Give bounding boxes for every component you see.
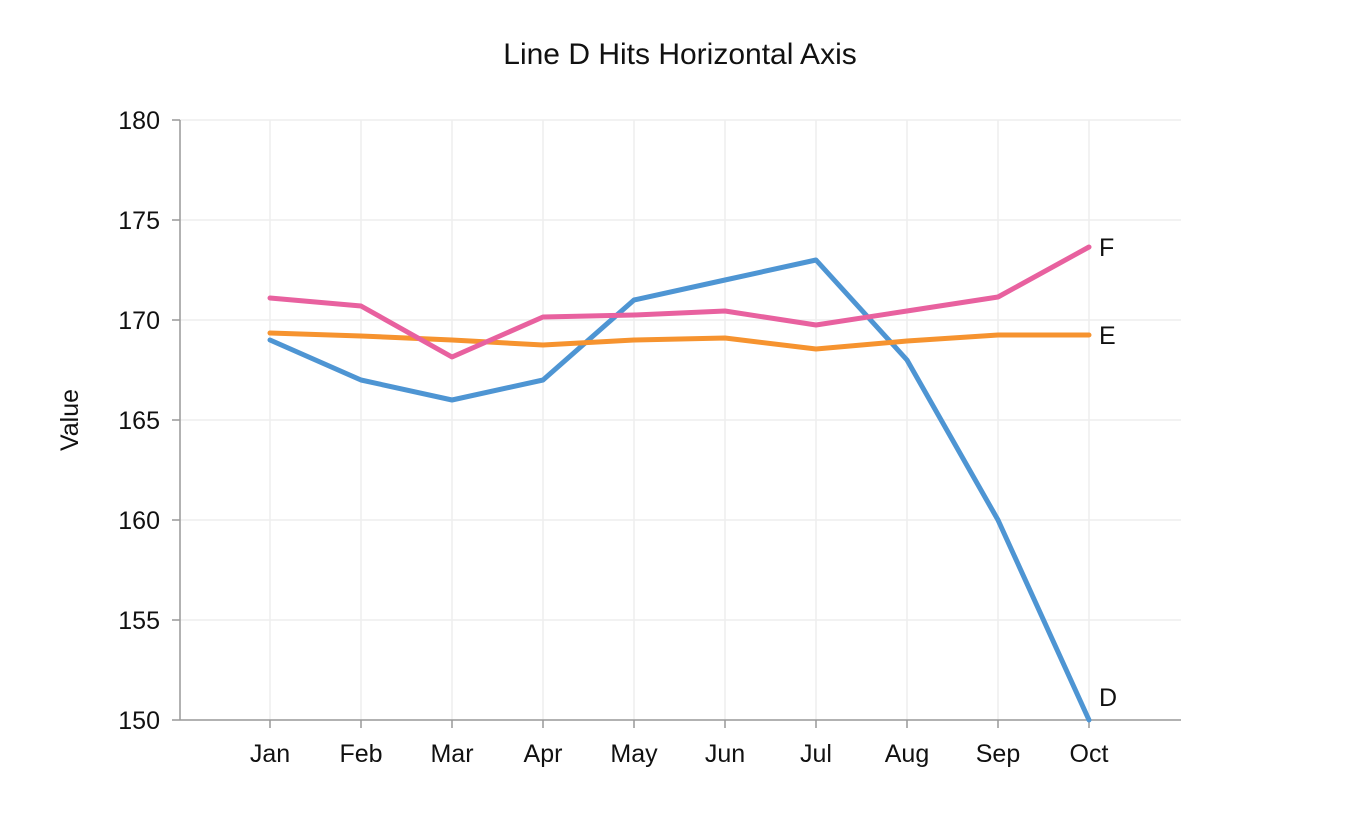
series-line-e xyxy=(267,330,1092,352)
y-tick-label: 150 xyxy=(118,707,160,735)
series-label-f: F xyxy=(1099,234,1114,262)
x-tick-label: Jul xyxy=(800,740,832,768)
x-tick-label: May xyxy=(610,740,658,768)
y-tick-label: 180 xyxy=(118,107,160,135)
x-tick-label: Aug xyxy=(885,740,929,768)
series-label-e: E xyxy=(1099,322,1116,350)
x-tick-label: Sep xyxy=(976,740,1020,768)
y-tick-label: 175 xyxy=(118,207,160,235)
y-tick-label: 170 xyxy=(118,307,160,335)
axes-layer: 150 155 160 165 170 175 180 Jan Feb Mar Apr May Jun J… xyxy=(118,107,1181,768)
x-tick-label: Oct xyxy=(1070,740,1109,768)
x-tick-label: Jun xyxy=(705,740,745,768)
series-labels-layer: D E F xyxy=(1099,234,1117,712)
x-tick-label: Jan xyxy=(250,740,290,768)
x-tick-label: Mar xyxy=(430,740,473,768)
y-tick-label: 160 xyxy=(118,507,160,535)
x-tick-label: Feb xyxy=(339,740,382,768)
x-tick-label: Apr xyxy=(524,740,563,768)
y-tick-label: 165 xyxy=(118,407,160,435)
y-tick-label: 155 xyxy=(118,607,160,635)
chart-title: Line D Hits Horizontal Axis xyxy=(503,38,856,71)
series-layer xyxy=(267,244,1092,723)
series-line-d xyxy=(267,257,1092,723)
series-label-d: D xyxy=(1099,684,1117,712)
y-axis-label: Value xyxy=(56,389,84,451)
series-line-f xyxy=(267,244,1092,360)
grid-layer xyxy=(180,119,1181,720)
